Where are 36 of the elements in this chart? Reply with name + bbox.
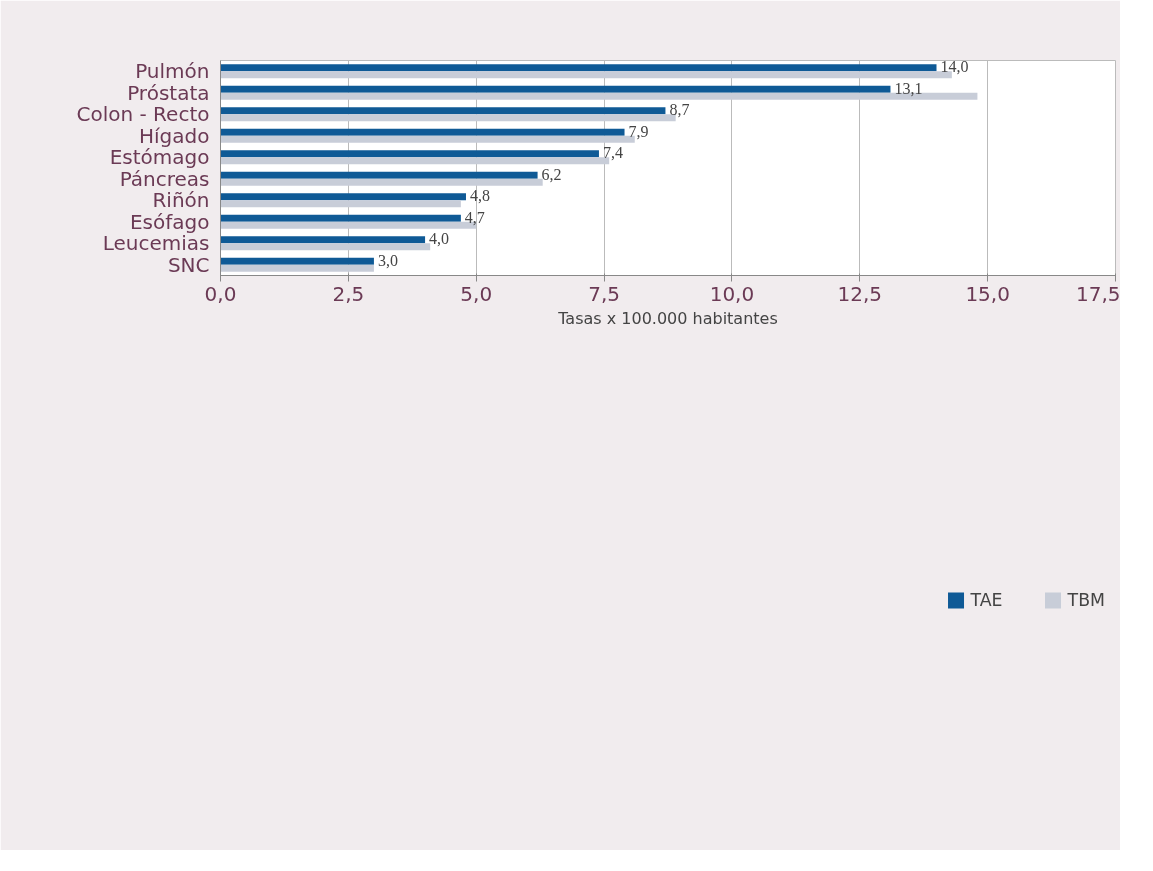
x-tick-label: 12,5 [837, 281, 883, 306]
data-label: 7,4 [602, 144, 623, 162]
data-label: 14,0 [940, 58, 969, 76]
data-label: 8,7 [669, 101, 690, 119]
bar [220, 264, 374, 272]
bar [220, 243, 431, 251]
x-tick-label: 17,5 [1075, 281, 1121, 306]
legend-label: TAE [970, 590, 1003, 610]
bar [220, 171, 538, 179]
data-label: 13,1 [894, 79, 923, 97]
bar [220, 178, 543, 186]
bar [220, 200, 461, 208]
x-tick-label: 2,5 [332, 281, 365, 306]
bar [220, 85, 891, 93]
bar [220, 107, 666, 115]
legend-label: TBM [1067, 590, 1105, 610]
x-axis-title: Tasas x 100.000 habitantes [557, 308, 778, 328]
bar [220, 236, 426, 244]
x-tick-label: 5,0 [460, 281, 493, 306]
data-label: 4,8 [469, 187, 490, 205]
bar [220, 150, 599, 158]
bar [220, 257, 374, 265]
data-label: 3,0 [377, 251, 398, 269]
y-tick-label: SNC [167, 252, 210, 277]
bar [220, 128, 625, 136]
x-tick-label: 15,0 [965, 281, 1010, 306]
data-label: 4,7 [464, 208, 485, 226]
bar [220, 214, 461, 222]
bar [220, 193, 466, 201]
data-label: 4,0 [429, 230, 450, 248]
data-label: 6,2 [541, 165, 562, 183]
data-label: 7,9 [628, 122, 649, 140]
x-tick-label: 0,0 [204, 281, 237, 306]
bar [220, 64, 937, 72]
x-tick-label: 10,0 [709, 281, 755, 306]
x-tick-label: 7,5 [588, 281, 620, 306]
